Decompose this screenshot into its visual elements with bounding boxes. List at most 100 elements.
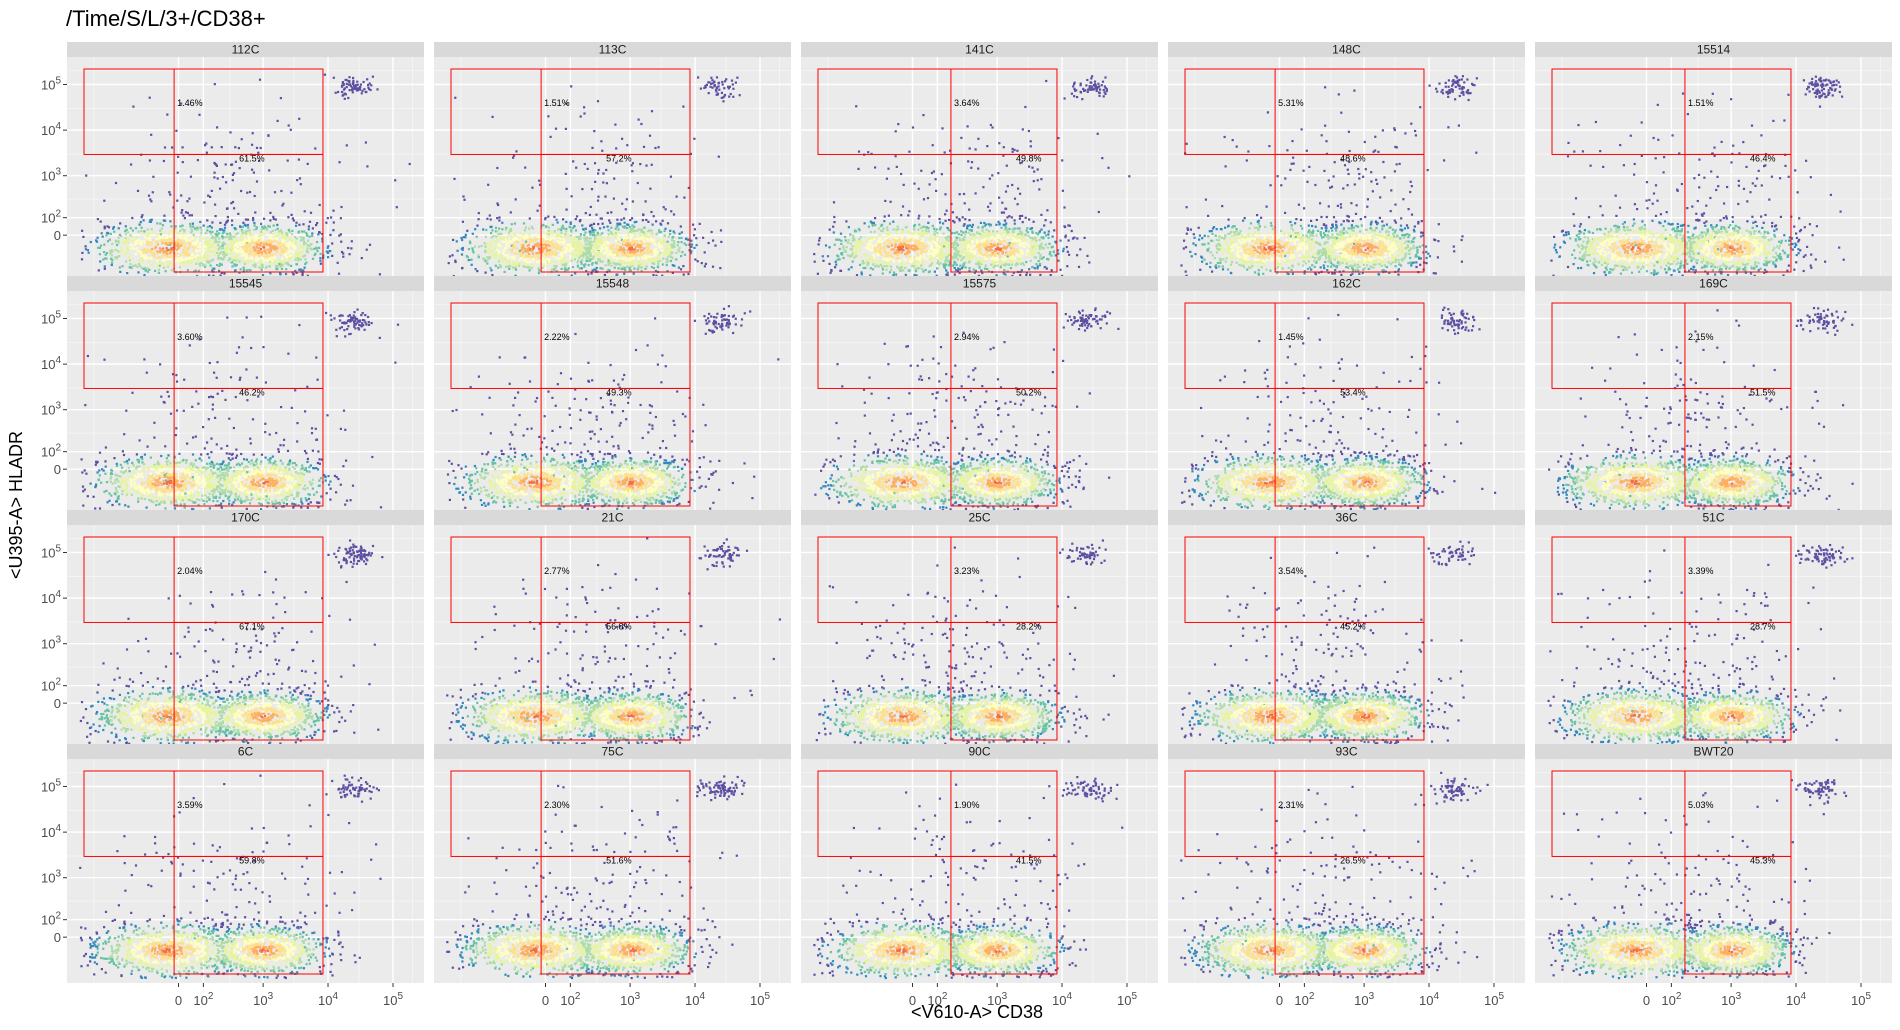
density-bin	[471, 249, 474, 252]
density-bin	[165, 247, 168, 250]
density-bin	[919, 247, 922, 250]
density-bin	[960, 230, 963, 233]
density-bin	[120, 247, 123, 250]
density-bin	[283, 258, 286, 261]
density-bin	[981, 236, 984, 239]
density-bin	[563, 266, 566, 269]
density-bin	[349, 85, 352, 88]
density-bin	[540, 236, 544, 239]
density-bin	[566, 248, 569, 251]
density-bin	[678, 232, 681, 235]
density-bin	[935, 258, 938, 261]
density-bin	[713, 80, 716, 83]
density-bin	[599, 237, 602, 240]
density-bin	[864, 240, 867, 243]
density-bin	[258, 252, 261, 255]
density-bin	[921, 259, 924, 262]
density-bin	[246, 261, 249, 264]
density-bin	[595, 213, 598, 216]
density-bin	[659, 222, 662, 225]
density-bin	[658, 238, 661, 241]
density-bin	[561, 252, 564, 255]
density-bin	[246, 269, 249, 272]
density-bin	[268, 239, 271, 242]
density-bin	[623, 252, 626, 255]
density-bin	[170, 225, 173, 228]
density-bin	[1012, 247, 1016, 250]
density-bin	[874, 217, 877, 220]
density-bin	[981, 225, 984, 229]
density-bin	[146, 270, 149, 273]
density-bin	[169, 193, 172, 196]
density-bin	[246, 232, 249, 235]
density-bin	[255, 235, 258, 238]
density-bin	[499, 238, 502, 241]
density-bin	[970, 225, 974, 228]
density-bin	[248, 237, 251, 240]
density-bin	[150, 133, 153, 136]
density-bin	[304, 258, 307, 261]
density-bin	[294, 258, 297, 261]
density-bin	[483, 242, 486, 245]
density-bin	[838, 238, 841, 241]
density-bin	[636, 268, 639, 271]
density-bin	[243, 241, 246, 244]
density-bin	[276, 237, 279, 240]
density-bin	[645, 164, 648, 167]
density-bin	[647, 235, 650, 238]
density-bin	[1005, 164, 1008, 167]
density-bin	[711, 79, 714, 82]
density-bin	[581, 188, 584, 191]
density-bin	[861, 243, 865, 246]
density-bin	[960, 249, 963, 252]
density-bin	[946, 243, 950, 246]
density-bin	[679, 225, 682, 228]
density-bin	[578, 267, 582, 270]
density-bin	[368, 82, 371, 85]
density-bin	[307, 228, 310, 231]
density-bin	[616, 228, 619, 231]
density-bin	[905, 259, 908, 262]
density-bin	[242, 268, 246, 271]
density-bin	[1046, 246, 1049, 249]
density-bin	[574, 229, 578, 232]
density-bin	[489, 248, 492, 251]
density-bin	[932, 254, 935, 257]
density-bin	[702, 236, 705, 239]
density-bin	[342, 255, 345, 258]
density-bin	[205, 142, 208, 145]
density-bin	[231, 265, 234, 268]
density-bin	[580, 250, 583, 253]
density-bin	[170, 248, 173, 251]
density-bin	[523, 265, 526, 268]
density-bin	[976, 231, 979, 234]
density-bin	[592, 240, 595, 243]
density-bin	[266, 259, 269, 262]
density-bin	[302, 255, 305, 258]
density-bin	[299, 183, 302, 186]
density-bin	[666, 260, 669, 263]
density-bin	[869, 267, 872, 270]
density-bin	[173, 242, 176, 245]
density-bin	[587, 243, 591, 246]
density-bin	[103, 199, 106, 202]
density-bin	[624, 225, 627, 228]
density-bin	[291, 243, 294, 246]
density-bin	[922, 234, 925, 237]
density-bin	[985, 252, 988, 255]
density-bin	[271, 229, 274, 232]
density-bin	[206, 229, 209, 232]
density-bin	[248, 229, 251, 232]
density-bin	[637, 228, 640, 231]
density-bin	[306, 244, 309, 247]
density-bin	[486, 250, 489, 253]
density-bin	[577, 255, 580, 258]
density-bin	[103, 243, 106, 246]
density-bin	[979, 221, 982, 224]
density-bin	[608, 242, 611, 245]
gate-upper-pct: 1.51%	[544, 98, 570, 108]
density-bin	[315, 224, 318, 227]
density-bin	[494, 264, 497, 267]
density-bin	[244, 240, 247, 243]
density-bin	[210, 226, 213, 229]
